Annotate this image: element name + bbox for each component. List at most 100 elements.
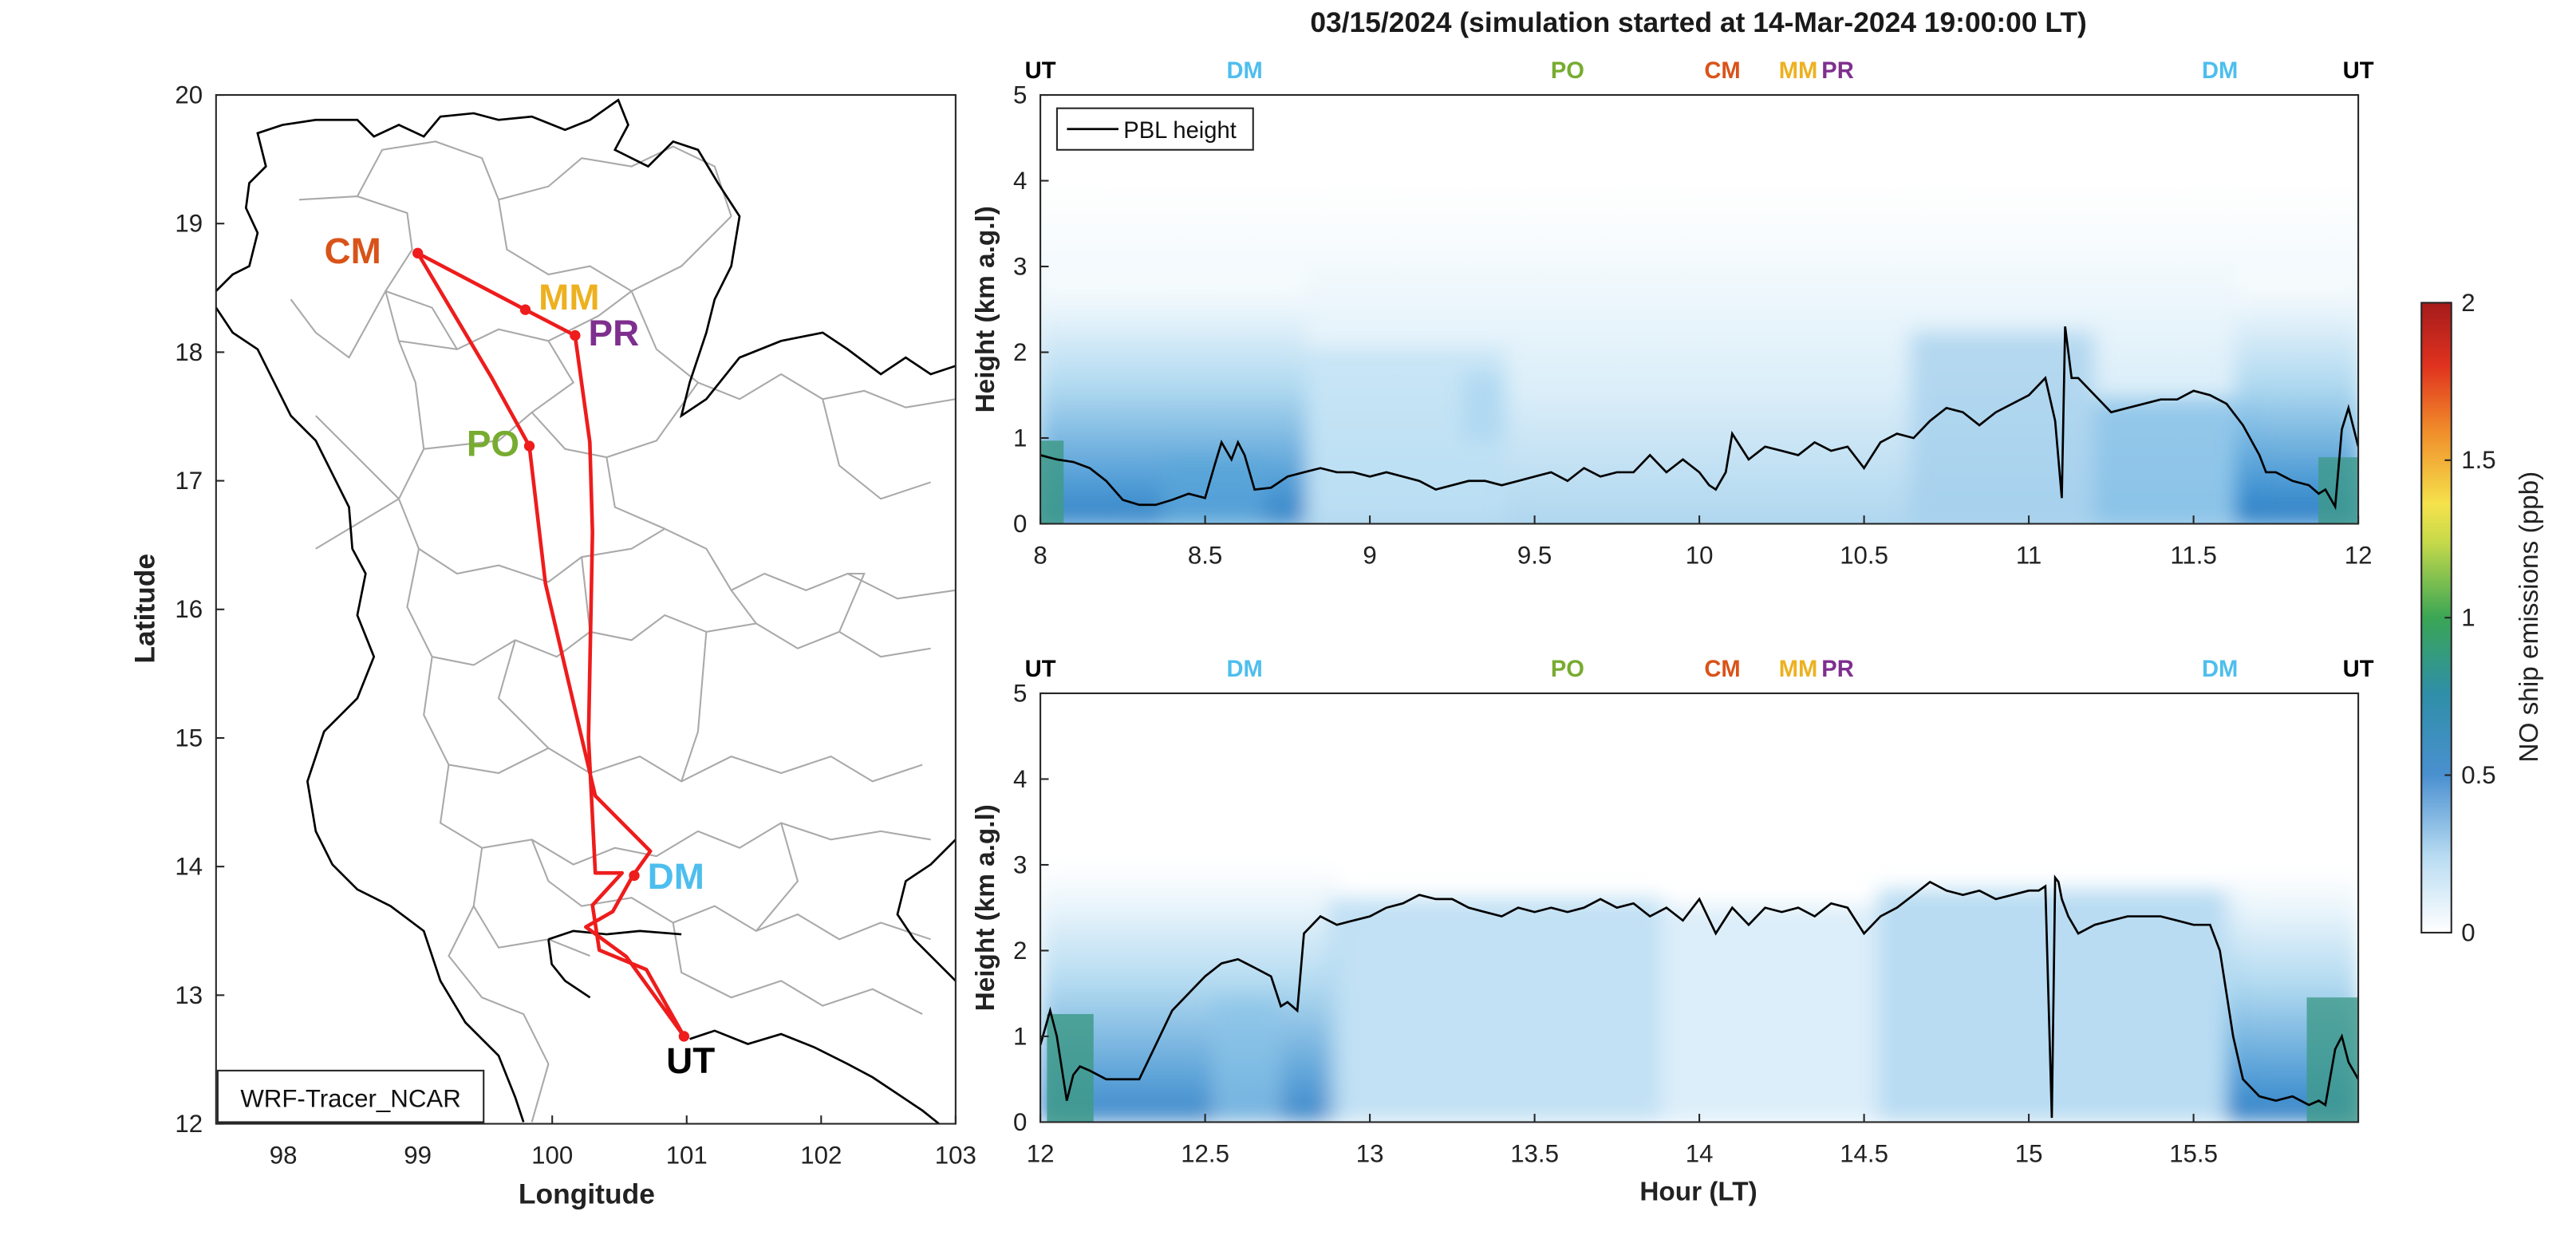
ytick-label: 2 [1013,937,1027,965]
map-ytick-label: 17 [175,467,203,495]
colorbar-tick-label: 2 [2461,289,2475,317]
site-marker-ut: UT [1025,657,1056,682]
xtick-label: 12.5 [1181,1139,1229,1167]
site-marker-dm: DM [1226,58,1262,84]
colorbar-tick-label: 0.5 [2461,761,2495,789]
xtick-label: 12 [1027,1139,1055,1167]
ytick-label: 3 [1013,850,1027,878]
map-ytick-label: 13 [175,981,203,1009]
colorbar-ticks: 0 0.5 1 1.5 2 [2444,289,2496,946]
xtick-label: 11.5 [2170,542,2216,570]
site-dot-pr [570,330,581,341]
site-dot-cm [412,247,424,258]
map-xlabel: Longitude [519,1178,655,1210]
site-label-pr: PR [589,313,640,353]
site-marker-cm: CM [1704,657,1740,682]
site-marker-dm: DM [2202,58,2238,84]
site-dot-mm [519,304,531,315]
pbl-height-line-bottom [1040,874,2359,1119]
site-marker-po: PO [1551,58,1584,84]
site-label-dm: DM [648,856,704,897]
ytick-label: 4 [1013,167,1027,195]
site-marker-pr: PR [1821,58,1854,84]
map-xtick-label: 98 [270,1142,298,1170]
colorbar-label: NO ship emissions (ppb) [2515,472,2544,763]
map-xtick-label: 102 [800,1142,842,1170]
country-boundaries [215,98,956,1124]
site-dot-dm [629,870,640,882]
map-ylabel: Latitude [129,554,161,664]
site-label-cm: CM [325,231,381,271]
ytick-label: 1 [1013,1022,1027,1050]
xtick-label: 11 [2016,542,2041,570]
xtick-label: 8 [1033,542,1047,570]
xtick-label: 15.5 [2169,1139,2218,1167]
bottom-site-labels: UT DM PO CM MM PR DM UT [1025,657,2374,682]
site-marker-pr: PR [1821,657,1854,682]
site-marker-dm: DM [1226,657,1262,682]
xtick-label: 13 [1356,1139,1384,1167]
site-marker-ut: UT [2343,58,2374,84]
map-xtick-label: 100 [531,1142,573,1170]
legend-label-pbl: PBL height [1123,118,1237,144]
province-boundaries [290,140,956,1123]
site-marker-po: PO [1551,657,1584,682]
model-label-box [216,1069,485,1123]
site-marker-ut: UT [2343,657,2374,682]
site-dot-ut [678,1031,690,1042]
ytick-label: 5 [1013,679,1027,707]
map-xtick-label: 99 [404,1142,432,1170]
flight-track-line [416,251,686,1038]
xtick-label: 8.5 [1188,542,1222,570]
xtick-label: 9.5 [1517,542,1552,570]
bottom-xlabel: Hour (LT) [1639,1177,1757,1206]
pbl-height-line-top [1040,326,2359,511]
site-marker-dm: DM [2202,657,2238,682]
colorbar: 0 0.5 1 1.5 2 NO ship emissions (ppb) [2420,289,2544,946]
xtick-label: 14.5 [1840,1139,1888,1167]
site-label-mm: MM [538,277,599,318]
colorbar-tick-label: 1 [2461,604,2475,632]
map-xtick-label: 101 [666,1142,708,1170]
ytick-label: 4 [1013,765,1027,793]
xtick-label: 15 [2015,1139,2043,1167]
map-ytick-label: 15 [175,724,203,752]
site-dot-po [523,440,535,452]
ytick-label: 0 [1013,510,1027,538]
ytick-label: 1 [1013,424,1027,452]
ytick-label: 3 [1013,252,1027,280]
site-marker-mm: MM [1779,58,1818,84]
figure-title: 03/15/2024 (simulation started at 14-Mar… [1310,6,2086,38]
ytick-label: 5 [1013,81,1027,109]
site-marker-ut: UT [1025,58,1056,84]
bottom-heatmap [1040,693,2359,1123]
xtick-label: 12 [2345,542,2373,570]
map-ytick-label: 19 [175,210,203,238]
bottom-ylabel: Height (km a.g.l) [971,804,1000,1011]
map-axis-ticks: 98 99 100 101 102 103 12 13 14 15 16 17 18 19 20 [175,81,976,1169]
model-label: WRF-Tracer_NCAR [240,1085,460,1113]
site-label-ut: UT [666,1040,715,1081]
map-ytick-label: 14 [175,853,203,881]
map-ytick-label: 20 [175,81,203,109]
xtick-label: 10.5 [1840,542,1888,570]
map-ytick-label: 18 [175,338,203,366]
map-xtick-label: 103 [935,1142,976,1170]
xtick-label: 10 [1686,542,1714,570]
colorbar-tick-label: 1.5 [2461,446,2495,474]
top-ylabel: Height (km a.g.l) [971,206,1000,412]
site-label-po: PO [467,424,519,464]
xtick-label: 9 [1363,542,1376,570]
map-ytick-label: 16 [175,595,203,623]
site-marker-cm: CM [1704,58,1740,84]
xtick-label: 14 [1686,1139,1714,1167]
ytick-label: 2 [1013,338,1027,366]
top-heatmap [1040,95,2359,524]
